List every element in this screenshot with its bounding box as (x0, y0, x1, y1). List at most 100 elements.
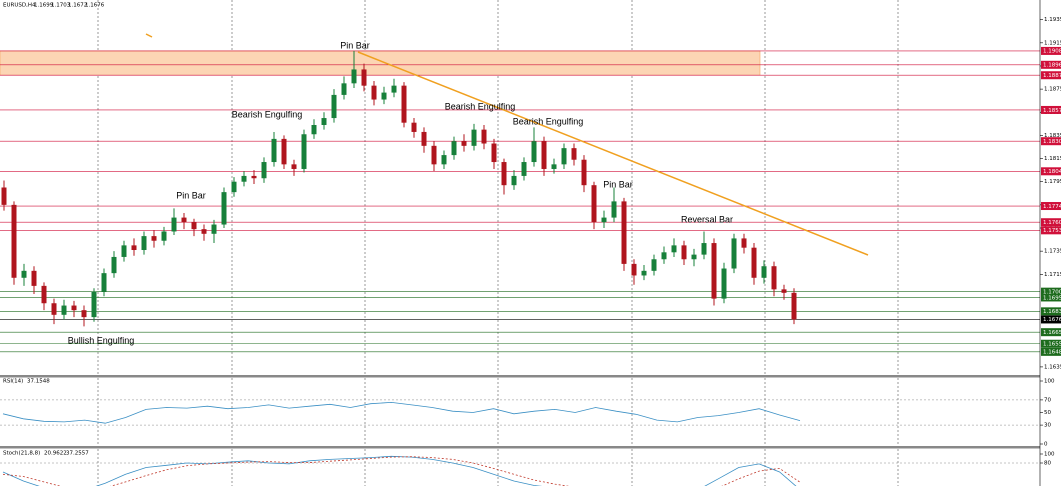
candle-body (471, 129, 477, 146)
y-tick-label: 1.1795 (1044, 179, 1061, 185)
level-label: 1.1695 (1043, 295, 1061, 301)
symbol-header: EURUSD,H4 (3, 3, 36, 9)
candle-body (101, 273, 107, 292)
level-label-box (1041, 328, 1061, 337)
candle-body (451, 141, 457, 156)
ohlc-value: 1.1672 (68, 3, 87, 9)
level-label: 1.1700 (1043, 289, 1061, 295)
level-label-box (1041, 347, 1061, 356)
y-tick-label: 30 (1044, 423, 1051, 429)
candle-body (731, 238, 737, 269)
rsi-header: RSI(14) (3, 379, 23, 385)
candle-body (661, 252, 667, 260)
candle-body (401, 85, 407, 123)
candle-body (211, 224, 217, 234)
candle-body (301, 134, 307, 169)
candle-body (71, 305, 77, 311)
candle-body (651, 259, 657, 271)
candle-body (371, 85, 377, 100)
candle-body (11, 204, 17, 278)
candle-body (621, 201, 627, 264)
candle-body (281, 138, 287, 165)
indicator-line (2, 401, 801, 424)
candle-body (111, 256, 117, 274)
candle-body (341, 83, 347, 95)
candle-body (751, 247, 757, 278)
candle-body (541, 141, 547, 169)
level-label: 1.1760 (1043, 220, 1061, 226)
level-label-box (1041, 226, 1061, 235)
candle-body (331, 94, 337, 119)
level-label-box (1041, 105, 1061, 114)
candle-body (421, 131, 427, 146)
candle-body (781, 289, 787, 293)
level-label-box (1041, 60, 1061, 69)
rsi-panel (0, 378, 1040, 446)
candle-body (441, 155, 447, 165)
candle-body (511, 175, 517, 186)
candle-body (721, 268, 727, 299)
y-tick-label: 1.1935 (1044, 17, 1061, 23)
indicator-line (2, 455, 797, 486)
level-label: 1.1753 (1043, 228, 1061, 234)
candle-body (91, 291, 97, 318)
stray-mark (145, 33, 153, 38)
price-axis: 1.19351.19151.18951.18751.18551.18351.18… (1040, 17, 1061, 467)
ohlc-value: 1.1699 (34, 3, 54, 9)
level-label-box (1041, 307, 1061, 316)
candle-body (121, 245, 127, 257)
main-panel (0, 0, 1040, 375)
candle-body (231, 181, 237, 193)
candle-body (41, 285, 47, 304)
level-label: 1.1857 (1043, 108, 1061, 114)
candle-body (601, 217, 607, 223)
level-label-box (1041, 167, 1061, 176)
candle-body (611, 201, 617, 218)
candle-body (181, 217, 187, 223)
candle-body (591, 185, 597, 223)
annotation: Bullish Engulfing (68, 335, 135, 345)
annotations: Pin Bar Bearish Engulfing Pin Bar Bearis… (68, 33, 869, 345)
candle-body (411, 122, 417, 132)
y-tick-label: 1.1715 (1044, 272, 1061, 278)
y-tick-label: 50 (1044, 410, 1051, 416)
candle-body (681, 245, 687, 260)
candle-body (251, 175, 257, 179)
level-label-box (1041, 287, 1061, 296)
candle-body (631, 263, 637, 276)
annotation: Bearish Engulfing (232, 109, 303, 119)
level-label-box (1041, 339, 1061, 348)
candle-body (241, 175, 247, 182)
level-label: 1.1648 (1043, 350, 1061, 356)
candle-body (691, 254, 697, 260)
y-tick-label: 1.1875 (1044, 87, 1061, 93)
candle-body (491, 143, 497, 163)
candle-body (81, 310, 87, 318)
candle-body (261, 162, 267, 179)
candle-body (711, 243, 717, 299)
resistance-zone (0, 50, 761, 76)
candle-body (531, 141, 537, 163)
candle-body (171, 217, 177, 232)
candle-body (761, 266, 767, 278)
y-tick-label: 1.1735 (1044, 249, 1061, 255)
candle-body (501, 162, 507, 186)
level-label: 1.1774 (1043, 204, 1061, 210)
candle-body (321, 118, 327, 125)
annotation: Pin Bar (176, 190, 206, 200)
candle-body (521, 162, 527, 176)
candle-body (551, 164, 557, 169)
y-tick-label: 1.1835 (1044, 133, 1061, 139)
y-tick-label: 1.1635 (1044, 364, 1061, 370)
stoch-header: Stoch(21,8,8) (3, 451, 40, 457)
candle-body (361, 69, 367, 86)
candle-body (271, 138, 277, 163)
level-label: 1.1804 (1043, 169, 1061, 175)
candle-body (311, 125, 317, 135)
candle-body (221, 192, 227, 225)
stoch-panel (0, 449, 1040, 486)
level-label-box (1041, 202, 1061, 211)
